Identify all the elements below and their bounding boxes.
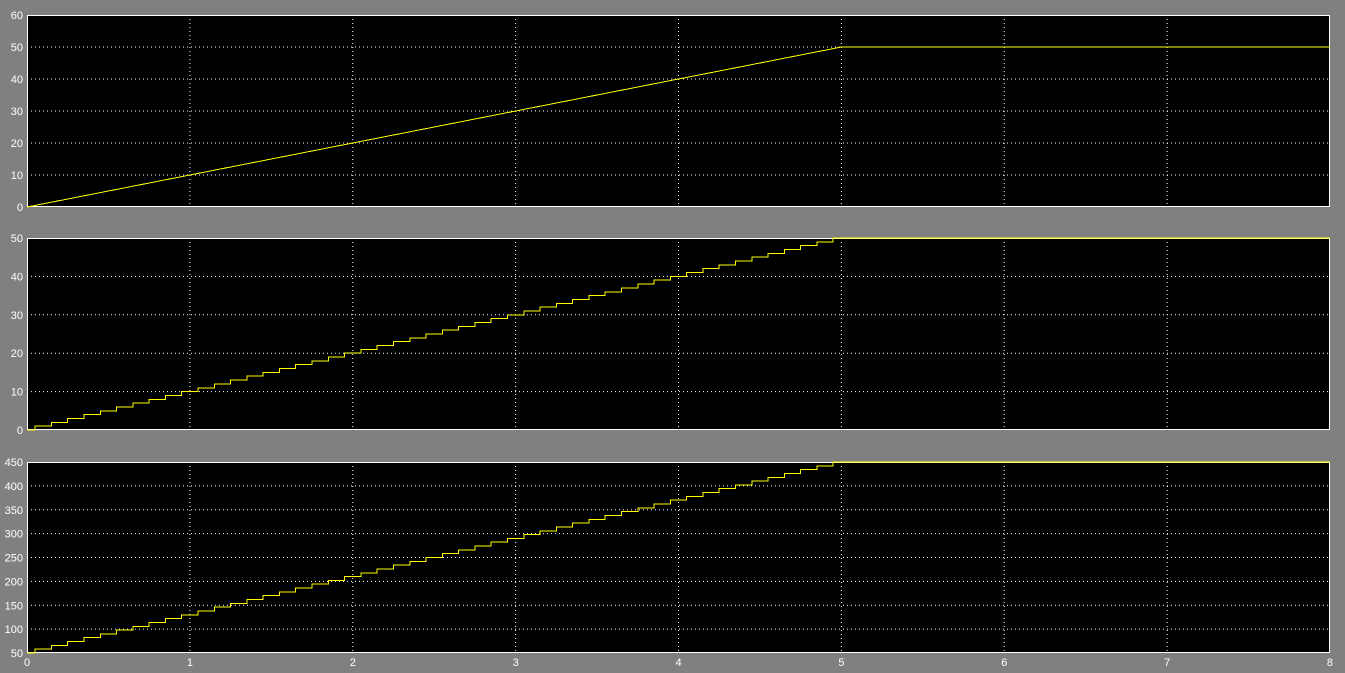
plot-area (27, 462, 1330, 653)
y-tick-label: 0 (17, 202, 23, 214)
axes-border (27, 15, 1330, 207)
y-tick-label: 450 (5, 457, 23, 469)
y-tick-label: 40 (11, 271, 23, 283)
y-tick-label: 150 (5, 600, 23, 612)
y-tick-label: 200 (5, 576, 23, 588)
y-tick-label: 350 (5, 505, 23, 517)
x-tick-label: 5 (838, 657, 844, 669)
axes-border (27, 238, 1330, 430)
y-tick-label: 40 (11, 74, 23, 86)
axes-1: 0 10 20 30 40 50 60 (11, 10, 1330, 214)
y-tick-label: 10 (11, 170, 23, 182)
x-tick-label: 1 (187, 657, 193, 669)
y-tick-label: 0 (17, 425, 23, 437)
y-tick-label: 50 (11, 42, 23, 54)
y-tick-label: 300 (5, 529, 23, 541)
y-tick-label: 250 (5, 553, 23, 565)
axes-2: 0 10 20 30 40 50 (11, 233, 1330, 437)
x-tick-label: 2 (350, 657, 356, 669)
x-tick-label: 0 (24, 657, 30, 669)
y-tick-label: 10 (11, 387, 23, 399)
x-tick-label: 3 (513, 657, 519, 669)
x-tick-label: 6 (1001, 657, 1007, 669)
signal-trace (27, 237, 1330, 431)
axes-border (27, 462, 1330, 653)
y-tick-label: 50 (11, 233, 23, 245)
axes-3: 0 1 2 3 4 5 6 7 8 50 100 150 200 250 300 350 400 450 (5, 457, 1333, 669)
y-tick-label: 20 (11, 138, 23, 150)
signal-trace (27, 461, 1330, 654)
y-tick-label: 100 (5, 624, 23, 636)
signal-trace (26, 46, 1330, 208)
y-tick-label: 30 (11, 310, 23, 322)
y-tick-label: 20 (11, 348, 23, 360)
x-tick-label: 8 (1327, 657, 1333, 669)
y-tick-label: 60 (11, 10, 23, 22)
x-tick-label: 7 (1164, 657, 1170, 669)
x-tick-label: 4 (675, 657, 681, 669)
y-tick-label: 400 (5, 481, 23, 493)
y-tick-label: 30 (11, 106, 23, 118)
y-tick-label: 50 (11, 648, 23, 660)
